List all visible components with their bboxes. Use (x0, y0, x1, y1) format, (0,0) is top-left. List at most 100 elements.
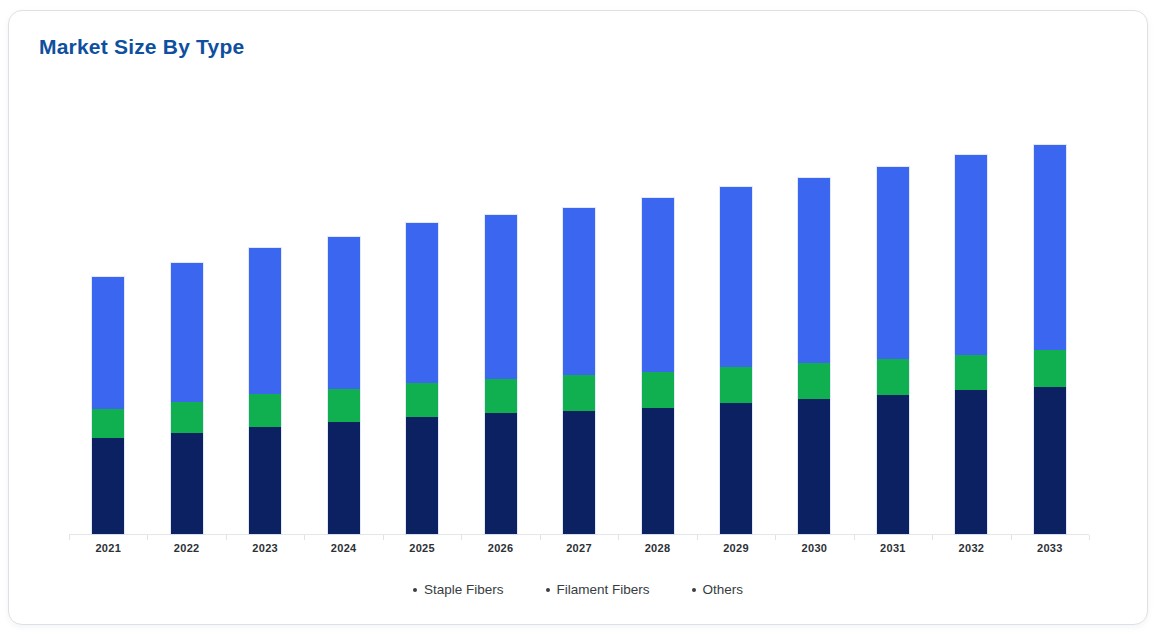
legend-item-others[interactable]: Others (692, 582, 744, 597)
axis-tick (1011, 535, 1012, 540)
bar-2021[interactable] (92, 277, 124, 534)
legend-item-filament-fibers[interactable]: Filament Fibers (546, 582, 650, 597)
bar-segment-2022-others[interactable] (171, 263, 203, 402)
bar-segment-2022-filament-fibers[interactable] (171, 402, 203, 433)
bar-segment-2029-filament-fibers[interactable] (720, 367, 752, 403)
bar-2028[interactable] (642, 198, 674, 534)
bar-segment-2031-staple-fibers[interactable] (877, 395, 909, 534)
bar-slot-2031 (854, 101, 932, 534)
bar-segment-2028-staple-fibers[interactable] (642, 408, 674, 534)
bar-segment-2024-others[interactable] (328, 237, 360, 389)
bar-segment-2032-others[interactable] (955, 155, 987, 355)
bar-2022[interactable] (171, 263, 203, 534)
axis-tick (69, 535, 70, 540)
bar-2031[interactable] (877, 167, 909, 534)
x-axis-label-2028: 2028 (618, 542, 696, 554)
bar-segment-2025-filament-fibers[interactable] (406, 383, 438, 417)
market-size-card: Market Size By Type 20212022202320242025… (8, 10, 1148, 625)
bar-segment-2023-others[interactable] (249, 248, 281, 394)
bar-segment-2023-staple-fibers[interactable] (249, 427, 281, 534)
bar-segment-2024-staple-fibers[interactable] (328, 422, 360, 534)
bar-segment-2027-others[interactable] (563, 208, 595, 375)
bar-segment-2032-staple-fibers[interactable] (955, 390, 987, 534)
bar-segment-2026-others[interactable] (485, 215, 517, 379)
axis-tick (461, 535, 462, 540)
bar-segment-2025-others[interactable] (406, 223, 438, 383)
axis-tick (932, 535, 933, 540)
x-axis-label-2025: 2025 (383, 542, 461, 554)
bar-segment-2026-staple-fibers[interactable] (485, 413, 517, 534)
bar-segment-2027-filament-fibers[interactable] (563, 375, 595, 411)
bar-2027[interactable] (563, 208, 595, 534)
bar-2029[interactable] (720, 187, 752, 534)
legend-item-staple-fibers[interactable]: Staple Fibers (413, 582, 504, 597)
x-axis-label-2026: 2026 (461, 542, 539, 554)
bar-segment-2021-staple-fibers[interactable] (92, 438, 124, 534)
legend-item-label: Others (703, 582, 744, 597)
legend-item-label: Filament Fibers (557, 582, 650, 597)
axis-tick (1089, 535, 1090, 540)
bar-segment-2029-staple-fibers[interactable] (720, 403, 752, 534)
bar-slot-2027 (540, 101, 618, 534)
x-axis-label-2024: 2024 (304, 542, 382, 554)
legend-marker-icon (546, 588, 550, 592)
bar-slot-2023 (226, 101, 304, 534)
bar-segment-2029-others[interactable] (720, 187, 752, 367)
bar-segment-2021-others[interactable] (92, 277, 124, 409)
chart-title: Market Size By Type (39, 35, 244, 59)
x-axis-label-2029: 2029 (697, 542, 775, 554)
bar-segment-2032-filament-fibers[interactable] (955, 355, 987, 390)
bar-segment-2030-filament-fibers[interactable] (798, 363, 830, 399)
bar-segment-2033-others[interactable] (1034, 145, 1066, 350)
axis-tick (697, 535, 698, 540)
x-axis-label-2022: 2022 (147, 542, 225, 554)
bar-slot-2032 (932, 101, 1010, 534)
bar-2033[interactable] (1034, 145, 1066, 534)
axis-tick (540, 535, 541, 540)
bar-segment-2031-others[interactable] (877, 167, 909, 359)
bar-slot-2021 (69, 101, 147, 534)
bar-segment-2030-others[interactable] (798, 178, 830, 363)
bar-segment-2028-others[interactable] (642, 198, 674, 372)
bar-slot-2022 (147, 101, 225, 534)
plot-area (69, 101, 1089, 535)
bar-segment-2021-filament-fibers[interactable] (92, 409, 124, 438)
bar-2026[interactable] (485, 215, 517, 534)
bar-segment-2022-staple-fibers[interactable] (171, 433, 203, 534)
bar-2023[interactable] (249, 248, 281, 534)
bar-slot-2025 (383, 101, 461, 534)
bar-2024[interactable] (328, 237, 360, 534)
x-axis-label-2021: 2021 (69, 542, 147, 554)
bar-segment-2033-filament-fibers[interactable] (1034, 350, 1066, 387)
legend-item-label: Staple Fibers (424, 582, 504, 597)
axis-tick (226, 535, 227, 540)
bar-segment-2025-staple-fibers[interactable] (406, 417, 438, 534)
bar-slot-2030 (775, 101, 853, 534)
bar-2025[interactable] (406, 223, 438, 534)
bar-segment-2030-staple-fibers[interactable] (798, 399, 830, 534)
x-axis-label-2030: 2030 (775, 542, 853, 554)
bar-segment-2026-filament-fibers[interactable] (485, 379, 517, 413)
bar-segment-2028-filament-fibers[interactable] (642, 372, 674, 408)
axis-tick (618, 535, 619, 540)
bar-slot-2029 (697, 101, 775, 534)
x-axis-label-2033: 2033 (1011, 542, 1089, 554)
bar-slot-2026 (461, 101, 539, 534)
bar-segment-2023-filament-fibers[interactable] (249, 394, 281, 427)
bar-segment-2027-staple-fibers[interactable] (563, 411, 595, 534)
bar-segment-2033-staple-fibers[interactable] (1034, 387, 1066, 534)
x-axis-ticks (69, 535, 1089, 540)
axis-tick (383, 535, 384, 540)
bar-2032[interactable] (955, 155, 987, 534)
axis-tick (147, 535, 148, 540)
axis-tick (854, 535, 855, 540)
bar-2030[interactable] (798, 178, 830, 534)
legend: Staple Fibers Filament Fibers Others (9, 582, 1147, 597)
bar-segment-2031-filament-fibers[interactable] (877, 359, 909, 395)
x-axis-label-2027: 2027 (540, 542, 618, 554)
axis-tick (775, 535, 776, 540)
bar-slot-2028 (618, 101, 696, 534)
x-axis-labels: 2021202220232024202520262027202820292030… (69, 542, 1089, 554)
bar-segment-2024-filament-fibers[interactable] (328, 389, 360, 422)
bar-slot-2033 (1011, 101, 1089, 534)
